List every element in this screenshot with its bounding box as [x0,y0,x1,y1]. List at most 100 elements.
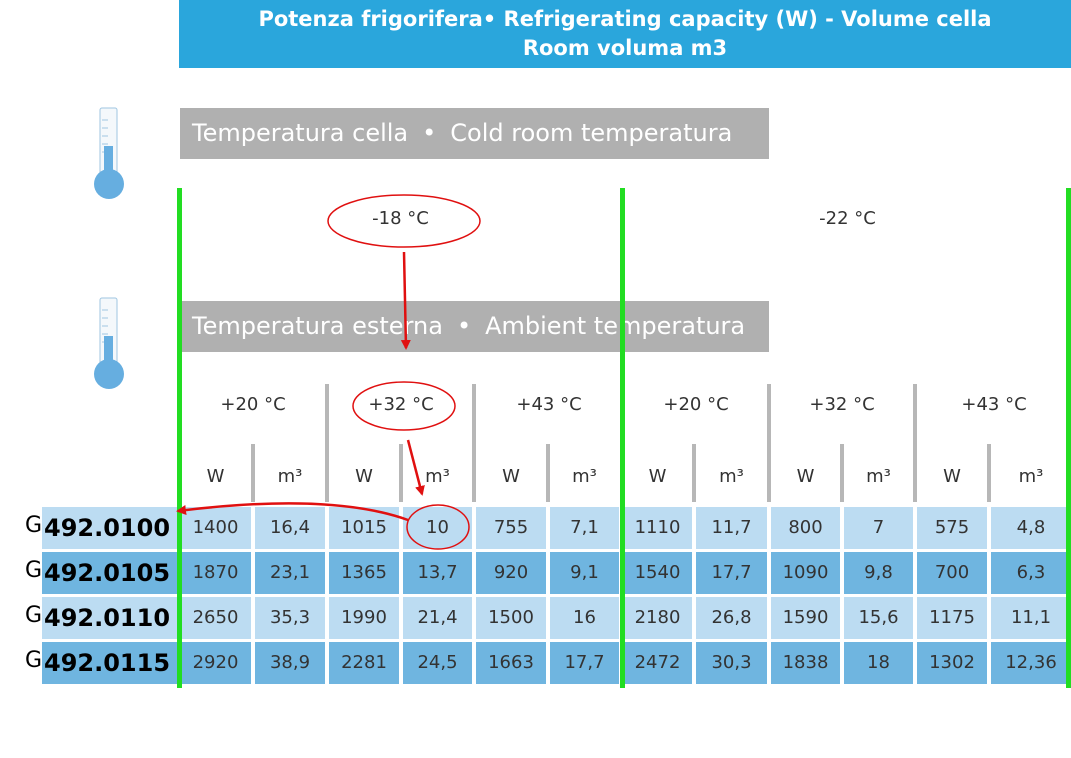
table-cell: 26,8 [696,597,767,639]
unit-label: m³ [425,466,450,487]
table-cell: 1990 [329,597,399,639]
table-cell: 12,36 [991,642,1071,684]
table-cell: 1110 [623,507,692,549]
table-cell: 575 [917,507,987,549]
table-cell: 1590 [771,597,840,639]
group-separator [472,384,476,502]
table-cell: 2472 [623,642,692,684]
ambient-temp-label: +20 °C [220,394,286,415]
unit-label: m³ [719,466,744,487]
table-cell: 15,6 [844,597,913,639]
unit-separator [399,444,403,502]
ambient-temp-label: +32 °C [368,394,434,415]
model-prefix: G [24,558,42,583]
table-cell: 1870 [180,552,251,594]
table-cell: 11,7 [696,507,767,549]
table-cell: 38,9 [255,642,325,684]
table-cell: 11,1 [991,597,1071,639]
table-cell: 17,7 [550,642,619,684]
unit-separator [692,444,696,502]
table-cell: 1663 [476,642,546,684]
room-temp-label: -22 °C [819,208,876,229]
cold-room-temperature-bar: Temperatura cella • Cold room temperatura [180,108,769,159]
table-cell: 24,5 [403,642,472,684]
table-cell: 2281 [329,642,399,684]
model-prefix: G [24,648,42,673]
header-line-2: Room voluma m3 [522,36,728,60]
unit-label: W [648,466,667,487]
table-cell: 30,3 [696,642,767,684]
table-cell: 1302 [917,642,987,684]
table-cell: 2920 [180,642,251,684]
table-cell: 800 [771,507,840,549]
unit-label: W [796,466,815,487]
bullet-separator: • [422,119,437,147]
arrow-annotation [400,251,411,350]
ambient-temp-label: +43 °C [516,394,582,415]
circle-annotation [352,381,456,431]
arrow-annotation [176,502,409,522]
green-annotation-line [177,188,182,688]
green-annotation-line [1066,188,1071,688]
model-prefix: G [24,603,42,628]
model-code: 492.0115 [42,642,178,684]
model-code: 492.0105 [42,552,178,594]
table-cell: 1540 [623,552,692,594]
table-cell: 1090 [771,552,840,594]
circle-annotation [406,504,470,550]
table-cell: 9,1 [550,552,619,594]
table-cell: 18 [844,642,913,684]
unit-label: W [502,466,520,487]
group-separator [767,384,771,502]
unit-label: W [355,466,373,487]
table-cell: 7 [844,507,913,549]
circle-annotation [327,194,481,248]
table-cell: 1500 [476,597,546,639]
table-cell: 700 [917,552,987,594]
table-cell: 16,4 [255,507,325,549]
unit-separator [251,444,255,502]
table-cell: 1400 [180,507,251,549]
header-line-1: Potenza frigorifera• Refrigerating capac… [258,7,992,31]
cold-room-label-en: Cold room temperatura [450,119,733,147]
cold-room-label-it: Temperatura cella [192,119,409,147]
table-cell: 920 [476,552,546,594]
table-cell: 2180 [623,597,692,639]
table-cell: 16 [550,597,619,639]
page-header: Potenza frigorifera• Refrigerating capac… [179,0,1071,68]
unit-label: m³ [866,466,891,487]
ambient-label-it: Temperatura esterna [192,312,443,340]
model-code: 492.0110 [42,597,178,639]
bullet-separator: • [456,312,472,340]
unit-label: m³ [277,466,303,487]
unit-separator [546,444,550,502]
unit-label: m³ [1018,466,1044,487]
unit-separator [840,444,844,502]
room-temp-label: -18 °C [372,208,429,229]
table-cell: 2650 [180,597,251,639]
table-cell: 4,8 [991,507,1071,549]
unit-separator [987,444,991,502]
model-code: 492.0100 [42,507,178,549]
thermometer-icon [94,297,124,389]
table-cell: 6,3 [991,552,1071,594]
table-cell: 13,7 [403,552,472,594]
group-separator [325,384,329,502]
green-annotation-line [620,188,625,688]
table-cell: 35,3 [255,597,325,639]
table-cell: 755 [476,507,546,549]
table-cell: 7,1 [550,507,619,549]
ambient-temp-label: +32 °C [809,394,875,415]
table-cell: 1365 [329,552,399,594]
table-cell: 21,4 [403,597,472,639]
table-cell: 17,7 [696,552,767,594]
thermometer-icon [94,107,124,199]
ambient-temperature-bar: Temperatura esterna • Ambient temperatura [180,301,769,352]
table-cell: 1838 [771,642,840,684]
ambient-temp-label: +20 °C [663,394,729,415]
unit-label: m³ [572,466,597,487]
arrow-annotation [406,439,425,496]
table-cell: 1175 [917,597,987,639]
table-cell: 23,1 [255,552,325,594]
